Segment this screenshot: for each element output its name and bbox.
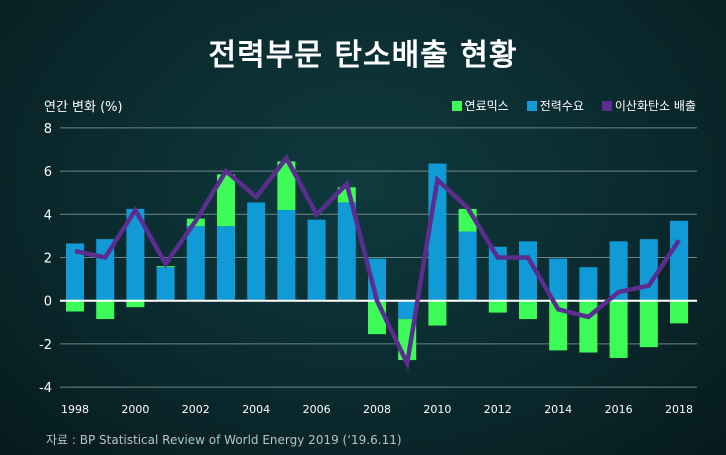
bar-fuel-mix (549, 300, 568, 351)
bar-power-demand (639, 239, 658, 301)
x-tick-label: 1998 (61, 403, 89, 416)
bar-fuel-mix (670, 300, 688, 324)
legend-swatch (451, 100, 462, 111)
bar-power-demand (458, 231, 477, 301)
y-tick-label: 8 (44, 122, 52, 137)
bar-fuel-mix (66, 300, 84, 312)
x-tick-label: 2004 (242, 403, 270, 416)
y-axis-label: 연간 변화 (%) (44, 100, 123, 115)
chart-title: 전력부문 탄소배출 현황 (208, 38, 518, 73)
legend-swatch (526, 100, 537, 111)
bar-power-demand (337, 202, 356, 301)
bar-power-demand (398, 300, 417, 320)
legend-item-power-demand: 전력수요 (526, 97, 584, 114)
legend-label: 연료믹스 (464, 99, 509, 113)
legend-label: 이산화탄소 배출 (614, 99, 696, 113)
bar-power-demand (66, 243, 84, 301)
bar-power-demand (579, 267, 598, 301)
y-tick-label: 2 (44, 252, 52, 267)
bar-power-demand (488, 246, 507, 301)
x-tick-label: 2008 (363, 403, 391, 416)
y-tick-label: -4 (39, 381, 52, 396)
y-tick-label: 0 (44, 295, 52, 310)
y-tick-label: -2 (39, 338, 52, 353)
legend-item-fuel-mix: 연료믹스 (451, 97, 509, 114)
bar-power-demand (247, 202, 266, 301)
bar-power-demand (307, 219, 326, 301)
bar-power-demand (217, 226, 235, 301)
legend-label: 전력수요 (539, 99, 584, 113)
bar-fuel-mix (277, 161, 296, 210)
x-tick-label: 2012 (484, 403, 512, 416)
x-tick-label: 2006 (303, 403, 331, 416)
bar-fuel-mix (609, 300, 628, 358)
bar-fuel-mix (217, 174, 235, 227)
bar-power-demand (609, 241, 628, 301)
y-tick-label: 6 (44, 165, 52, 180)
x-tick-label: 2000 (121, 403, 149, 416)
y-tick-label: 4 (44, 208, 52, 223)
bar-fuel-mix (96, 300, 115, 320)
legend-item-co2: 이산화탄소 배출 (601, 97, 696, 114)
x-tick-label: 2016 (605, 403, 633, 416)
bar-power-demand (186, 226, 205, 301)
bar-fuel-mix (639, 300, 658, 348)
x-tick-label: 2018 (665, 403, 693, 416)
bar-fuel-mix (579, 300, 598, 353)
bar-power-demand (126, 208, 145, 301)
bar-fuel-mix (488, 300, 507, 313)
bar-power-demand (549, 258, 568, 301)
bar-fuel-mix (428, 300, 447, 326)
x-tick-label: 2010 (423, 403, 451, 416)
source-note: 자료 : BP Statistical Review of World Ener… (46, 433, 402, 447)
bar-power-demand (156, 267, 175, 301)
bar-power-demand (277, 209, 296, 301)
bar-fuel-mix (126, 300, 145, 308)
legend: 연료믹스 전력수요 이산화탄소 배출 (451, 97, 696, 114)
legend-swatch (601, 100, 612, 111)
x-tick-label: 2014 (544, 403, 572, 416)
bar-power-demand (670, 220, 688, 301)
x-tick-label: 2002 (182, 403, 210, 416)
bar-fuel-mix (519, 300, 537, 320)
